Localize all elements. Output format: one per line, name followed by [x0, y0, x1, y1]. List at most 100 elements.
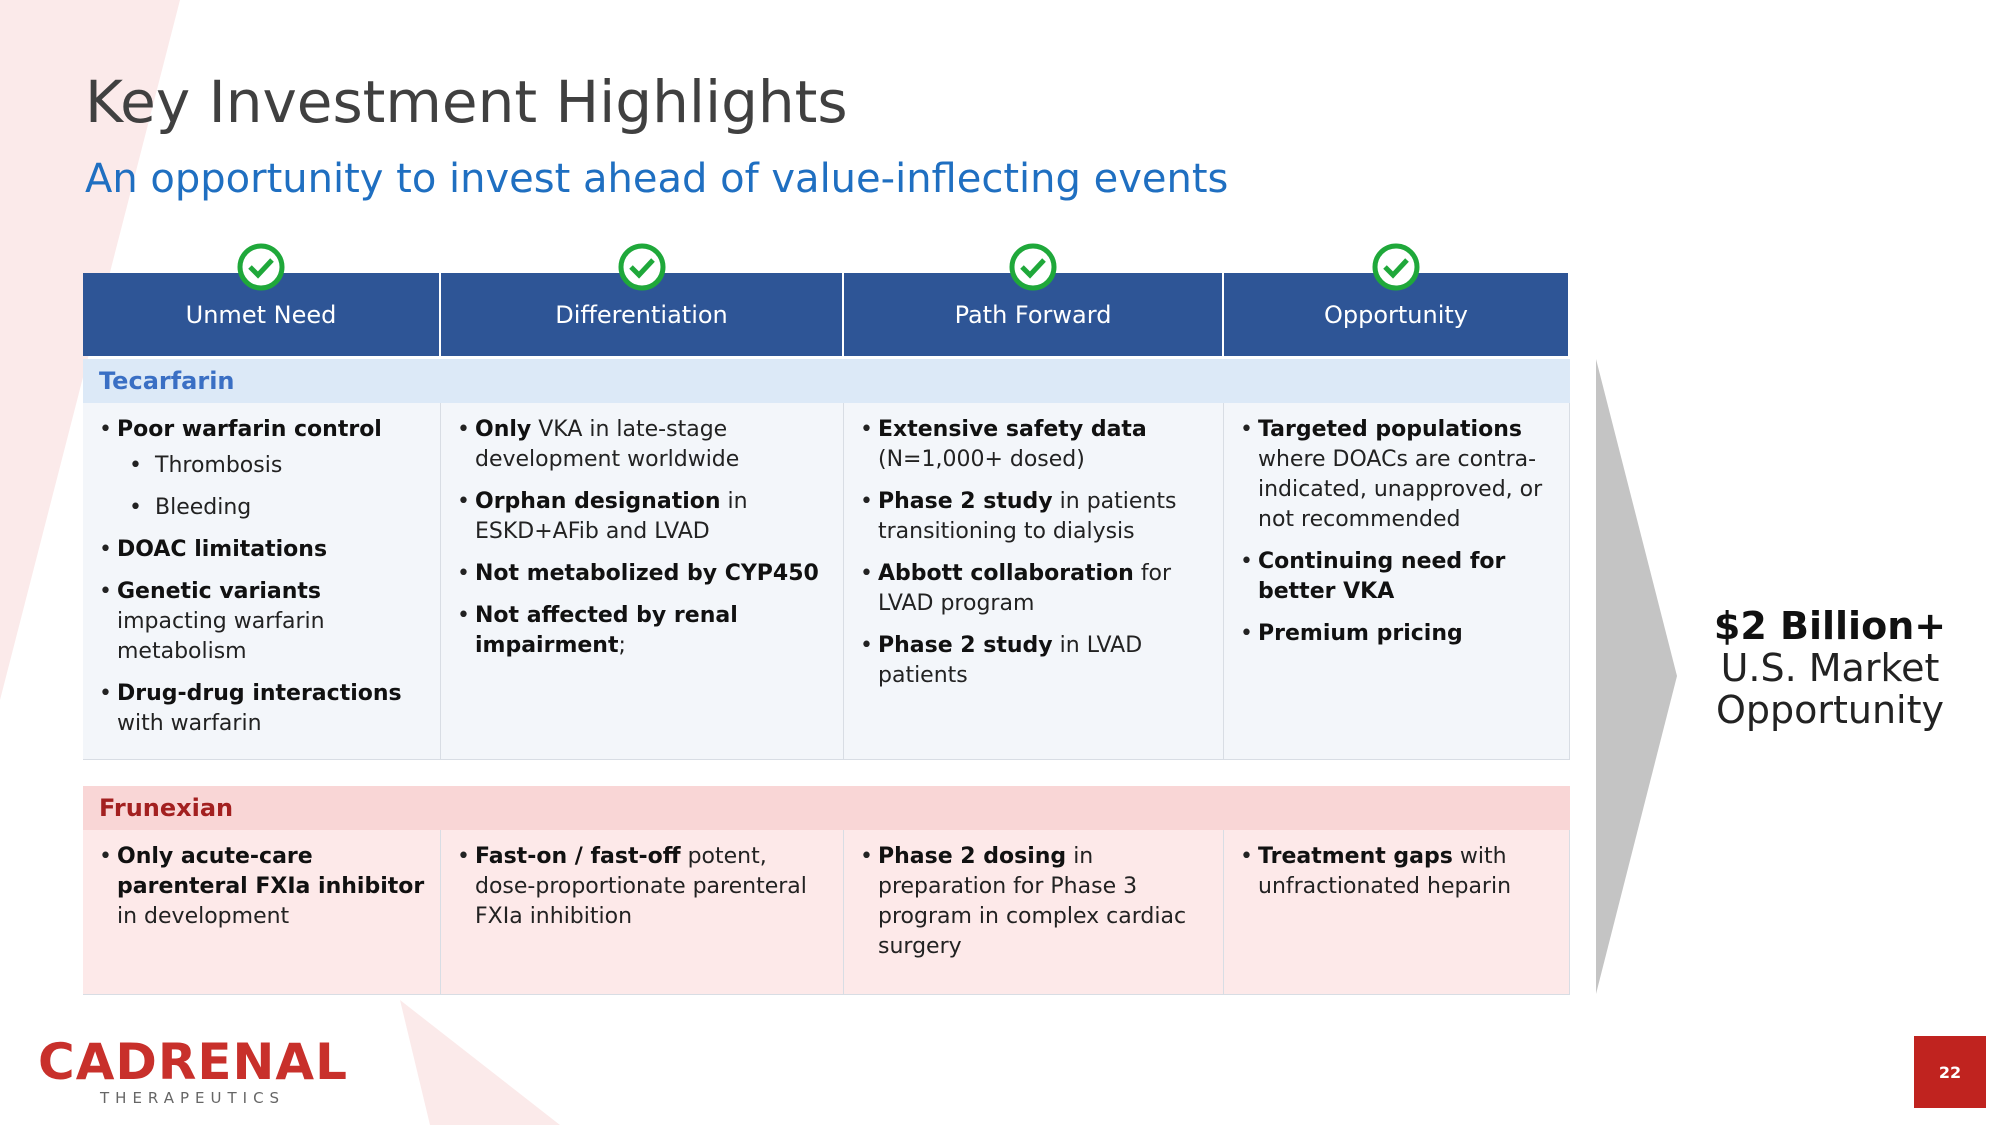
section-row: Poor warfarin control Thrombosis Bleeding D… [83, 403, 1570, 760]
bullet-bold: Only acute-care parenteral FXIa inhibito… [117, 844, 425, 899]
callout: $2 Billion+ U.S. Market Opportunity [1690, 605, 1970, 731]
cell: Treatment gaps with unfractionated hepar… [1224, 830, 1570, 995]
bullet-bold: Genetic variants [117, 579, 322, 604]
bullet: DOAC limitations [97, 535, 428, 565]
bullet: Only VKA in late-stage development world… [455, 415, 831, 475]
logo-name: CADRENAL [38, 1033, 348, 1091]
bullet-list: Fast-on / fast-off potent, dose-proporti… [455, 842, 831, 932]
bullet: Poor warfarin control Thrombosis Bleeding [97, 415, 428, 523]
bullet-bold: Premium pricing [1258, 621, 1463, 646]
cell: Only acute-care parenteral FXIa inhibito… [83, 830, 441, 995]
bullet: Extensive safety data (N=1,000+ dosed) [858, 415, 1211, 475]
column-header: Unmet Need [83, 243, 441, 356]
bullet-bold: Only [475, 417, 532, 442]
callout-value: $2 Billion+ [1713, 604, 1947, 648]
bullet-text: in LVAD patients [878, 633, 1143, 688]
bullet-list: Treatment gaps with unfractionated hepar… [1238, 842, 1557, 902]
bullet-text: for LVAD program [878, 561, 1172, 616]
bullet: Treatment gaps with unfractionated hepar… [1238, 842, 1557, 902]
section-name: Frunexian [83, 786, 1570, 830]
arrow [1596, 359, 1677, 994]
bullet-text: in patients transitioning to dialysis [878, 489, 1177, 544]
header-row: Unmet Need Differentiation Path Forward Opp… [83, 243, 1570, 356]
bullet: Drug-drug interactions with warfarin [97, 679, 428, 739]
cell: Poor warfarin control Thrombosis Bleeding D… [83, 403, 441, 760]
section-name: Tecarfarin [83, 359, 1570, 403]
cell: Fast-on / fast-off potent, dose-proporti… [441, 830, 844, 995]
bullet: Abbott collaboration for LVAD program [858, 559, 1211, 619]
column-header: Path Forward [844, 243, 1224, 356]
bullet-bold: Continuing need for better VKA [1258, 549, 1506, 604]
bullet-bold: Not metabolized by CYP450 [475, 561, 819, 586]
bullet-list: Targeted populations where DOACs are con… [1238, 415, 1557, 649]
bullet-list: Only VKA in late-stage development world… [455, 415, 831, 661]
bullet: Not metabolized by CYP450 [455, 559, 831, 589]
title: Key Investment Highlights [85, 68, 848, 136]
bullet-list: Poor warfarin control Thrombosis Bleeding D… [97, 415, 428, 739]
logo-tagline: THERAPEUTICS [100, 1089, 286, 1107]
table: Unmet Need Differentiation Path Forward Opp… [83, 243, 1570, 995]
bullet-bold: Phase 2 study [878, 489, 1053, 514]
bullet-text: where DOACs are contra-indicated, unappr… [1258, 447, 1543, 532]
bullet: Continuing need for better VKA [1238, 547, 1557, 607]
bullet-text: (N=1,000+ dosed) [878, 447, 1085, 472]
check-icon [237, 243, 285, 291]
bullet: Phase 2 dosing in preparation for Phase … [858, 842, 1211, 962]
callout-label: U.S. Market Opportunity [1715, 646, 1945, 732]
bullet: Orphan designation in ESKD+AFib and LVAD [455, 487, 831, 547]
bullet-text: potent, dose-proportionate parenteral FX… [475, 844, 807, 929]
column-label: Opportunity [1323, 300, 1469, 329]
section: Frunexian Only acute-care parenteral FXIa… [83, 786, 1570, 995]
logo: CADRENAL THERAPEUTICS [38, 1035, 348, 1107]
bullet-text: in ESKD+AFib and LVAD [475, 489, 748, 544]
cell: Phase 2 dosing in preparation for Phase … [844, 830, 1224, 995]
bullet: Targeted populations where DOACs are con… [1238, 415, 1557, 535]
bullet-bold: Phase 2 study [878, 633, 1053, 658]
bullet-bold: Fast-on / fast-off [475, 844, 681, 869]
bullet-text: with warfarin [117, 711, 262, 736]
bullet: Phase 2 study in LVAD patients [858, 631, 1211, 691]
check-icon [1372, 243, 1420, 291]
bullet-bold: Not affected by renal impairment [475, 603, 738, 658]
bullet-bold: Poor warfarin control [117, 417, 382, 442]
bullet-text: with unfractionated heparin [1258, 844, 1512, 899]
decor [400, 1000, 560, 1125]
sub-list: Thrombosis Bleeding [117, 451, 428, 523]
column-label: Differentiation [555, 300, 728, 329]
bullet-bold: Drug-drug interactions [117, 681, 402, 706]
cell: Targeted populations where DOACs are con… [1224, 403, 1570, 760]
bullet: Fast-on / fast-off potent, dose-proporti… [455, 842, 831, 932]
cell: Extensive safety data (N=1,000+ dosed) Ph… [844, 403, 1224, 760]
bullet-bold: Treatment gaps [1258, 844, 1453, 869]
sub-bullet: Bleeding [117, 493, 428, 523]
check-icon [618, 243, 665, 291]
cell: Only VKA in late-stage development world… [441, 403, 844, 760]
section-row: Only acute-care parenteral FXIa inhibito… [83, 830, 1570, 995]
bullet-text: ; [618, 633, 626, 658]
bullet-list: Phase 2 dosing in preparation for Phase … [858, 842, 1211, 962]
column-label: Unmet Need [185, 300, 337, 329]
subtitle: An opportunity to invest ahead of value-… [85, 156, 1229, 202]
bullet-list: Only acute-care parenteral FXIa inhibito… [97, 842, 428, 932]
bullet-text: in preparation for Phase 3 program in co… [878, 844, 1187, 959]
bullet: Phase 2 study in patients transitioning … [858, 487, 1211, 547]
bullet: Genetic variants impacting warfarin meta… [97, 577, 428, 667]
bullet: Premium pricing [1238, 619, 1557, 649]
column-header: Differentiation [441, 243, 844, 356]
bullet-text: impacting warfarin metabolism [117, 609, 325, 664]
bullet: Only acute-care parenteral FXIa inhibito… [97, 842, 428, 932]
bullet-bold: Orphan designation [475, 489, 721, 514]
bullet-text: in development [117, 904, 290, 929]
bullet: Not affected by renal impairment; [455, 601, 831, 661]
column-header: Opportunity [1224, 243, 1570, 356]
bullet-text: VKA in late-stage development worldwide [475, 417, 740, 472]
bullet-bold: Phase 2 dosing [878, 844, 1067, 869]
column-label: Path Forward [954, 300, 1112, 329]
bullet-bold: Abbott collaboration [878, 561, 1134, 586]
page-number: 22 [1914, 1036, 1986, 1108]
bullet-bold: DOAC limitations [117, 537, 328, 562]
bullet-list: Extensive safety data (N=1,000+ dosed) Ph… [858, 415, 1211, 691]
bullet-bold: Targeted populations [1258, 417, 1522, 442]
bullet-bold: Extensive safety data [878, 417, 1147, 442]
